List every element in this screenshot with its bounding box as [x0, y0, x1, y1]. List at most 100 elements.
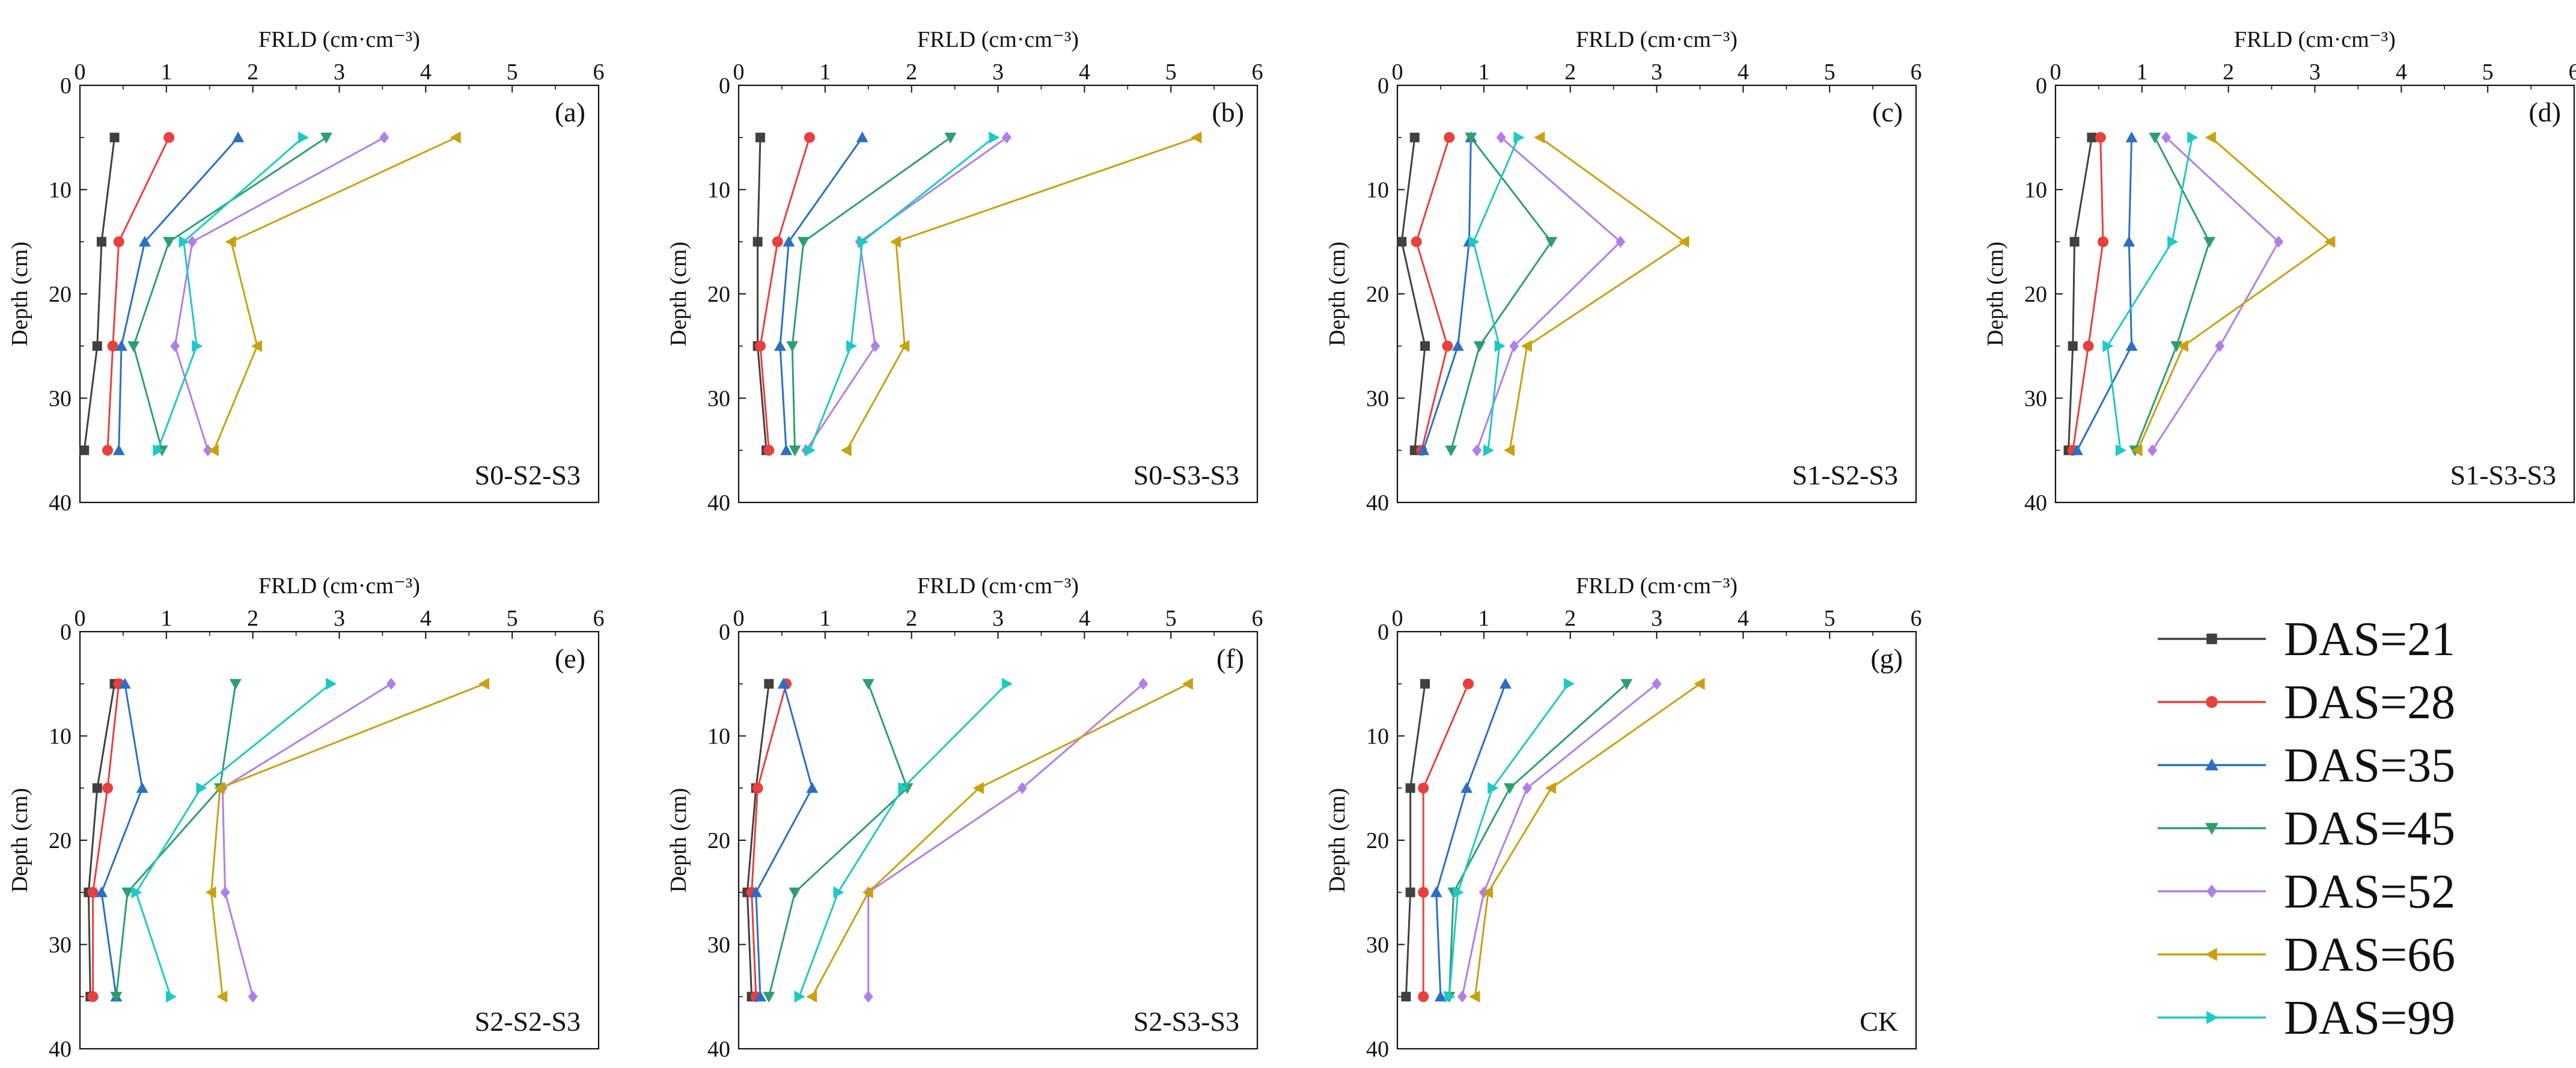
data-point [846, 340, 857, 352]
x-tick-label: 1 [160, 60, 172, 85]
data-point [1191, 131, 1202, 144]
series-das-28 [754, 132, 815, 456]
series-line [106, 137, 170, 451]
series-line [2076, 137, 2133, 451]
data-point [1534, 131, 1545, 144]
y-tick-label: 30 [2024, 386, 2047, 412]
data-point [804, 132, 815, 143]
x-tick-label: 4 [1079, 606, 1090, 631]
series-line [746, 683, 770, 997]
series-line [779, 136, 863, 451]
y-tick-label: 40 [1366, 490, 1389, 516]
x-tick-label: 1 [819, 606, 831, 631]
data-point [857, 236, 868, 248]
data-point [216, 990, 228, 1003]
data-point [1430, 886, 1442, 897]
y-axis-title: Depth (cm) [1983, 242, 2008, 346]
y-axis-title: Depth (cm) [1325, 788, 1350, 893]
y-tick-label: 40 [2024, 490, 2047, 516]
series-line [132, 136, 327, 451]
x-tick-label: 4 [1738, 60, 1749, 85]
data-point [1482, 886, 1493, 899]
series-das-21 [79, 132, 120, 456]
data-point [2131, 444, 2143, 457]
data-point [806, 782, 819, 793]
data-point [118, 677, 131, 689]
data-point [862, 886, 873, 899]
x-tick-label: 3 [334, 606, 345, 631]
x-tick-label: 4 [420, 60, 432, 85]
x-tick-label: 1 [160, 606, 172, 631]
series-line [1405, 683, 1426, 997]
data-point [2161, 131, 2172, 144]
series-das-99 [153, 131, 310, 457]
series-line [791, 136, 951, 451]
data-point [196, 782, 207, 795]
data-point [1545, 782, 1556, 795]
legend-label: DAS=28 [2284, 676, 2455, 729]
data-point [774, 340, 786, 351]
y-tick-label: 20 [2024, 282, 2047, 307]
y-tick-label: 20 [1366, 828, 1389, 853]
series-line [135, 683, 332, 997]
data-point [754, 990, 766, 1002]
series-das-66 [840, 131, 1202, 457]
series-line [118, 136, 239, 451]
data-point [1488, 782, 1499, 795]
legend-marker [2206, 633, 2217, 644]
data-point [1545, 237, 1557, 248]
data-point [1504, 444, 1515, 457]
data-point [944, 132, 957, 144]
data-point [1504, 783, 1516, 795]
data-point [1444, 990, 1456, 1003]
data-point [1420, 341, 1430, 351]
data-point [96, 237, 106, 247]
y-tick-label: 10 [707, 178, 730, 203]
data-point [989, 131, 1000, 144]
data-point [1453, 886, 1464, 899]
panel-b: 0 1 2 3 4 5 6 0 10 20 30 40 FRLD (cm·cm⁻³) Depth (cm)… [666, 27, 1263, 516]
x-axis-title: FRLD (cm·cm⁻³) [258, 573, 420, 599]
series-das-45 [786, 132, 957, 457]
series-das-66 [1504, 131, 1689, 457]
y-tick-label: 0 [1378, 73, 1389, 99]
data-point [87, 886, 99, 898]
legend-label: DAS=45 [2284, 802, 2455, 855]
data-point [131, 886, 142, 899]
x-tick-label: 1 [819, 60, 831, 85]
data-point [2177, 340, 2188, 352]
series-das-99 [794, 677, 1013, 1003]
data-point [1411, 236, 1422, 248]
y-tick-label: 40 [707, 490, 730, 516]
y-tick-label: 10 [2024, 178, 2047, 203]
panel-e: 0 1 2 3 4 5 6 0 10 20 30 40 FRLD (cm·cm⁻³) Depth (cm)… [7, 573, 605, 1062]
series-line [811, 683, 1189, 998]
data-point [870, 340, 881, 352]
data-point [783, 236, 795, 247]
data-point [1001, 677, 1013, 690]
x-tick-label: 3 [992, 606, 1004, 631]
series-line [805, 136, 1007, 451]
legend-label: DAS=35 [2284, 739, 2455, 792]
data-point [113, 236, 124, 248]
x-tick-label: 2 [1564, 606, 1576, 631]
y-tick-label: 40 [49, 490, 72, 516]
x-tick-label: 2 [247, 60, 258, 85]
data-point [1473, 341, 1486, 352]
data-point [92, 341, 102, 351]
data-point [107, 340, 118, 352]
x-tick-label: 0 [733, 60, 745, 85]
treatment-label: S1-S3-S3 [2450, 460, 2556, 490]
data-point [1483, 444, 1494, 457]
series-das-66 [2131, 131, 2336, 457]
series-das-99 [2102, 131, 2199, 457]
y-tick-label: 30 [707, 386, 730, 412]
data-point [764, 679, 774, 689]
x-tick-label: 5 [1824, 606, 1836, 631]
x-tick-label: 3 [2309, 60, 2321, 85]
series-line [83, 137, 115, 451]
y-tick-label: 0 [719, 73, 730, 99]
x-tick-label: 1 [1478, 60, 1489, 85]
series-line [2068, 137, 2093, 451]
x-tick-label: 3 [992, 60, 1004, 85]
